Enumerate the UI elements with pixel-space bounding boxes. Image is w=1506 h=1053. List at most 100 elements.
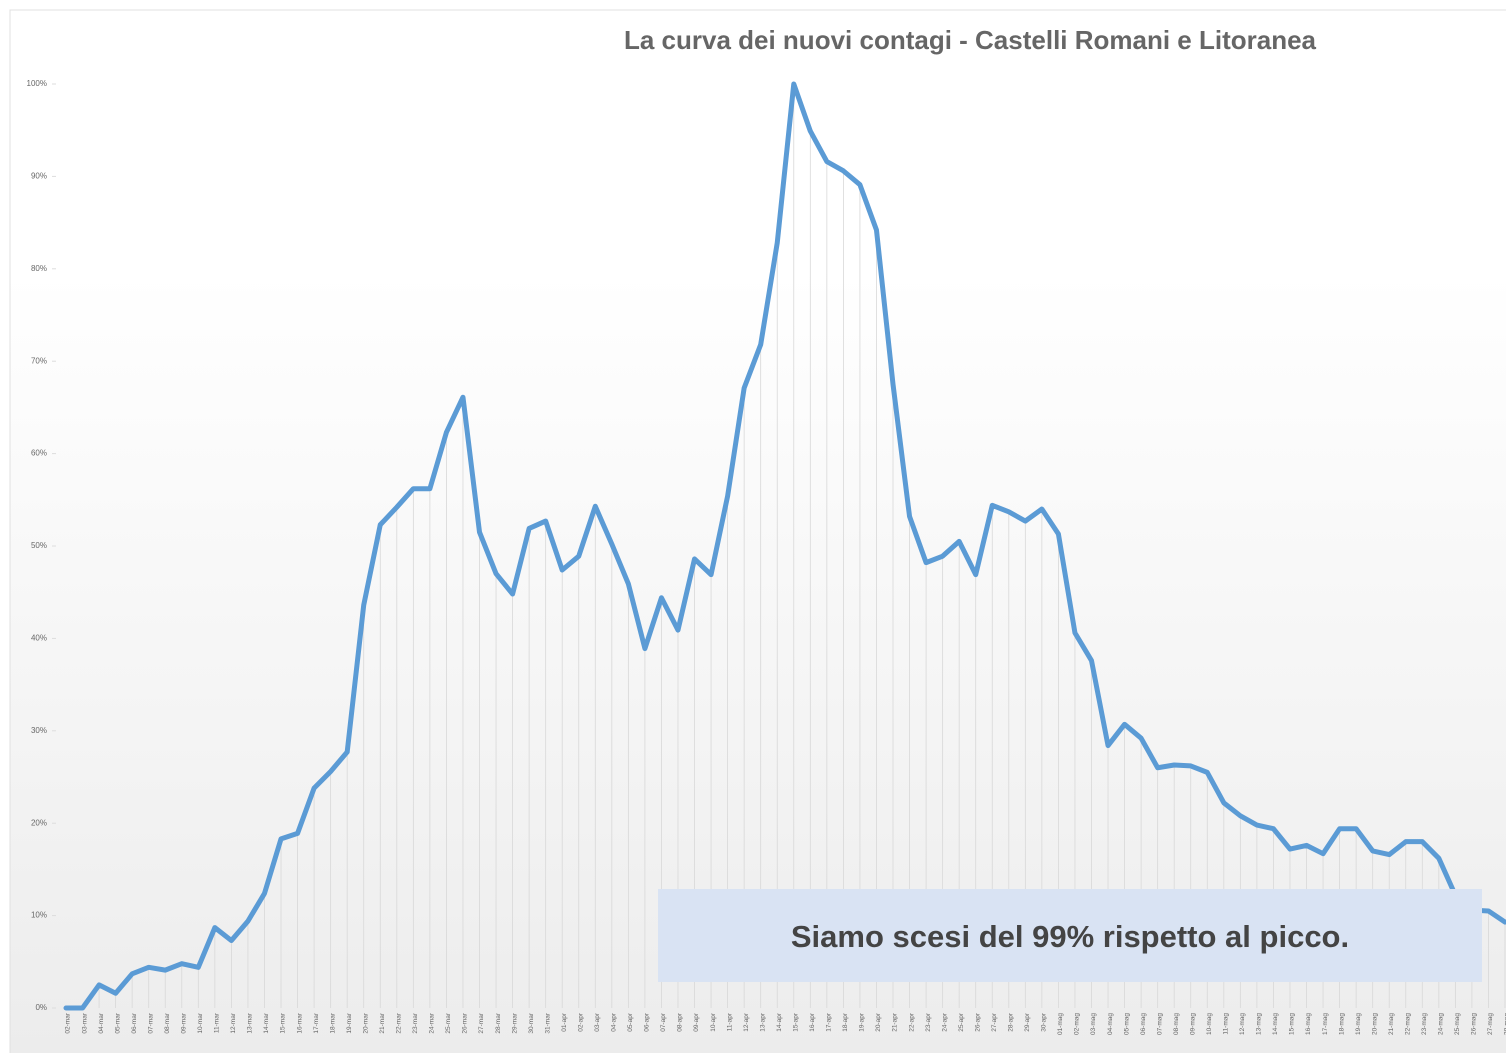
y-tick-label: 90%: [31, 172, 47, 181]
x-tick-label: 16-apr: [809, 1012, 816, 1032]
y-tick-label: 0%: [35, 1003, 47, 1012]
x-tick-label: 07-mag: [1156, 1013, 1163, 1035]
x-tick-label: 20-mag: [1371, 1013, 1378, 1035]
x-tick-label: 15-apr: [792, 1012, 799, 1032]
x-tick-label: 01-mag: [1057, 1013, 1064, 1035]
x-tick-label: 21-apr: [892, 1012, 899, 1032]
x-tick-label: 13-mar: [247, 1012, 254, 1033]
x-tick-label: 09-mar: [181, 1012, 188, 1033]
x-tick-label: 24-mar: [429, 1012, 436, 1033]
x-tick-label: 02-apr: [577, 1012, 584, 1032]
x-tick-label: 07-mar: [147, 1012, 154, 1033]
y-tick-label: 50%: [31, 541, 47, 550]
x-tick-label: 25-mar: [445, 1012, 452, 1033]
x-tick-label: 14-mag: [1272, 1013, 1279, 1035]
x-tick-label: 22-mag: [1404, 1013, 1411, 1035]
x-tick-label: 08-apr: [677, 1012, 684, 1032]
x-tick-label: 24-apr: [941, 1012, 948, 1032]
x-tick-label: 03-mar: [81, 1012, 88, 1033]
chart-title: La curva dei nuovi contagi - Castelli Ro…: [624, 25, 1317, 55]
x-tick-label: 17-mar: [313, 1012, 320, 1033]
x-tick-label: 31-mar: [544, 1012, 551, 1033]
x-tick-label: 30-apr: [1041, 1012, 1048, 1032]
x-tick-label: 06-mar: [131, 1012, 138, 1033]
x-tick-label: 12-mag: [1239, 1013, 1246, 1035]
x-tick-label: 26-mag: [1471, 1013, 1478, 1035]
x-tick-label: 13-apr: [759, 1012, 766, 1032]
annotation-box: [658, 889, 1482, 982]
y-tick-label: 70%: [31, 356, 47, 365]
line-layer: [63, 81, 1506, 1011]
x-tick-label: 07-apr: [660, 1012, 667, 1032]
x-tick-label: 05-apr: [627, 1012, 634, 1032]
x-tick-label: 16-mag: [1305, 1013, 1312, 1035]
x-tick-label: 02-mag: [1074, 1013, 1081, 1035]
x-tick-label: 28-mar: [495, 1012, 502, 1033]
y-tick-label: 100%: [27, 79, 47, 88]
x-tick-label: 09-mag: [1189, 1013, 1196, 1035]
x-tick-label: 06-apr: [644, 1012, 651, 1032]
x-tick-label: 10-mag: [1206, 1013, 1213, 1035]
x-tick-label: 21-mar: [379, 1012, 386, 1033]
x-tick-label: 17-apr: [826, 1012, 833, 1032]
x-tick-label: 18-mag: [1338, 1013, 1345, 1035]
x-tick-label: 20-mar: [362, 1012, 369, 1033]
x-tick-label: 15-mar: [280, 1012, 287, 1033]
x-tick-label: 12-apr: [743, 1012, 750, 1032]
y-tick-label: 60%: [31, 449, 47, 458]
x-tick-label: 11-mar: [214, 1012, 221, 1033]
x-tick-label: 27-apr: [991, 1012, 998, 1032]
x-tick-label: 26-apr: [974, 1012, 981, 1032]
x-tick-label: 11-mag: [1223, 1013, 1230, 1035]
x-tick-label: 14-apr: [776, 1012, 783, 1032]
x-tick-label: 25-apr: [958, 1012, 965, 1032]
x-tick-label: 29-mar: [511, 1012, 518, 1033]
y-tick-label: 80%: [31, 264, 47, 273]
x-tick-label: 04-mag: [1107, 1013, 1114, 1035]
x-tick-label: 12-mar: [230, 1012, 237, 1033]
y-tick-label: 10%: [31, 911, 47, 920]
annotation: Siamo scesi del 99% rispetto al picco.: [791, 919, 1349, 954]
x-tick-label: 15-mag: [1289, 1013, 1296, 1035]
x-tick-label: 22-apr: [908, 1012, 915, 1032]
x-tick-label: 16-mar: [296, 1012, 303, 1033]
y-tick-label: 20%: [31, 818, 47, 827]
x-tick-label: 19-mag: [1355, 1013, 1362, 1035]
y-tick-label: 40%: [31, 634, 47, 643]
x-tick-label: 01-apr: [561, 1012, 568, 1032]
x-tick-label: 02-mar: [65, 1012, 72, 1033]
x-tick-label: 23-mar: [412, 1012, 419, 1033]
x-tick-label: 08-mar: [164, 1012, 171, 1033]
x-tick-label: 04-apr: [611, 1012, 618, 1032]
x-tick-label: 27-mag: [1487, 1013, 1494, 1035]
x-tick-label: 27-mar: [478, 1012, 485, 1033]
x-tick-label: 26-mar: [462, 1012, 469, 1033]
x-tick-label: 25-mag: [1454, 1013, 1461, 1035]
x-tick-label: 19-apr: [859, 1012, 866, 1032]
x-tick-label: 18-apr: [842, 1012, 849, 1032]
x-tick-label: 30-mar: [528, 1012, 535, 1033]
x-tick-label: 28-apr: [1008, 1012, 1015, 1032]
x-tick-label: 14-mar: [263, 1012, 270, 1033]
x-tick-label: 10-mar: [197, 1012, 204, 1033]
x-tick-label: 19-mar: [346, 1012, 353, 1033]
x-tick-label: 18-mar: [329, 1012, 336, 1033]
x-tick-label: 23-apr: [925, 1012, 932, 1032]
x-tick-label: 10-apr: [710, 1012, 717, 1032]
x-tick-label: 28-mag: [1504, 1013, 1506, 1035]
x-tick-label: 24-mag: [1438, 1013, 1445, 1035]
x-tick-label: 11-apr: [726, 1012, 733, 1031]
y-tick-label: 30%: [31, 726, 47, 735]
x-tick-label: 06-mag: [1140, 1013, 1147, 1035]
x-tick-label: 29-apr: [1024, 1012, 1031, 1032]
x-tick-label: 03-mag: [1090, 1013, 1097, 1035]
x-tick-label: 04-mar: [98, 1012, 105, 1033]
x-tick-label: 05-mar: [114, 1012, 121, 1033]
x-tick-label: 08-mag: [1173, 1013, 1180, 1035]
x-tick-label: 17-mag: [1322, 1013, 1329, 1035]
x-tick-label: 22-mar: [396, 1012, 403, 1033]
x-tick-label: 23-mag: [1421, 1013, 1428, 1035]
x-tick-label: 03-apr: [594, 1012, 601, 1032]
line-series: [63, 81, 1506, 1011]
